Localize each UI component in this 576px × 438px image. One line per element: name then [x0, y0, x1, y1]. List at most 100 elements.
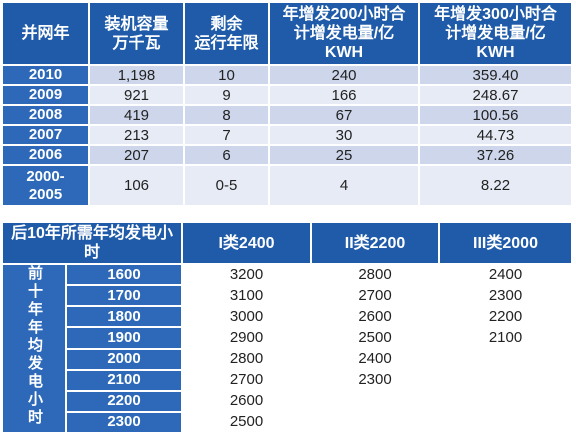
gen-300h-cell: 37.26	[420, 146, 571, 164]
table-row: 1700 3100 2700 2300	[3, 286, 571, 306]
class-3-cell: 2400	[440, 265, 571, 285]
class-2-cell: 2700	[312, 286, 438, 306]
class-3-cell: 2100	[440, 328, 571, 348]
header-class-2: II类2200	[312, 223, 438, 263]
remaining-years-cell: 0-5	[185, 166, 268, 205]
grid-year-text: 2007	[28, 126, 63, 143]
header-line: 计增发电量/亿	[445, 25, 546, 42]
row-group-label: 前十年年均发电小时	[3, 265, 65, 432]
header-line: KWH	[476, 44, 515, 61]
header-line: 并网年	[21, 25, 70, 42]
table-row: 2200 2600	[3, 391, 571, 411]
grid-year-cell: 2009	[3, 86, 88, 104]
table-row: 1900 2900 2500 2100	[3, 328, 571, 348]
table-row: 2010 1,198 10 240 359.40	[3, 66, 571, 84]
class-2-cell: 2600	[312, 307, 438, 327]
header-line: 年增发200小时合	[282, 6, 406, 23]
class-1-cell: 3000	[183, 307, 310, 327]
gen-200h-cell: 30	[270, 126, 418, 144]
gen-200h-cell: 67	[270, 106, 418, 124]
class-1-cell: 3100	[183, 286, 310, 306]
gen-200h-cell: 240	[270, 66, 418, 84]
empty-cell	[440, 349, 571, 369]
header-gen-200h: 年增发200小时合 计增发电量/亿 KWH	[270, 3, 418, 64]
header-line: 剩余	[210, 15, 243, 33]
table-row: 2007 213 7 30 44.73	[3, 126, 571, 144]
gen-200h-cell: 25	[270, 146, 418, 164]
grid-year-text: 2008	[28, 106, 63, 123]
remaining-years-cell: 10	[185, 66, 268, 84]
class-1-cell: 2700	[183, 370, 310, 390]
gen-300h-cell: 44.73	[420, 126, 571, 144]
header-gen-300h: 年增发300小时合 计增发电量/亿 KWH	[420, 3, 571, 64]
capacity-cell: 1,198	[90, 66, 183, 84]
hours-cell: 2300	[67, 412, 181, 432]
remaining-years-cell: 8	[185, 106, 268, 124]
class-1-cell: 2600	[183, 391, 310, 411]
row-group-label-text: 前十年年均发电小时	[26, 265, 43, 427]
empty-cell	[312, 391, 438, 411]
table-header-row: 并网年 装机容量 万千瓦 剩余 运行年限 年增发200小时合 计增发电量/亿 K…	[3, 3, 571, 64]
capacity-cell: 106	[90, 166, 183, 205]
table-row: 前十年年均发电小时 1600 3200 2800 2400	[3, 265, 571, 432]
header-line: 运行年限	[194, 34, 259, 52]
capacity-cell: 213	[90, 126, 183, 144]
grid-year-text: 2009	[28, 86, 63, 103]
hours-cell: 1600	[67, 265, 181, 285]
grid-year-cell: 2000- 2005	[3, 166, 88, 205]
capacity-cell: 207	[90, 146, 183, 164]
hours-cell: 1800	[67, 307, 181, 327]
class-3-cell: 2200	[440, 307, 571, 327]
header-required-hours: 后10年所需年均发电小 时	[3, 223, 181, 263]
table-row: 2008 419 8 67 100.56	[3, 106, 571, 124]
grid-year-cell: 2010	[3, 66, 88, 84]
remaining-years-cell: 9	[185, 86, 268, 104]
gen-300h-cell: 248.67	[420, 86, 571, 104]
class-3-cell: 2300	[440, 286, 571, 306]
header-line: 年增发300小时合	[434, 6, 557, 23]
header-grid-year: 并网年	[3, 3, 88, 64]
class-1-cell: 2900	[183, 328, 310, 348]
header-line: 后10年所需年均发电小	[11, 225, 173, 242]
table-header-row: 后10年所需年均发电小 时 I类2400 II类2200 III类2000	[3, 223, 571, 263]
grid-year-text: 2010	[28, 66, 63, 83]
class-1-cell: 2500	[183, 412, 310, 432]
header-line: 时	[83, 244, 100, 261]
table-row: 2300 2500	[3, 412, 571, 432]
header-line: 装机容量	[104, 15, 169, 33]
class-2-cell: 2500	[312, 328, 438, 348]
hours-cell: 2200	[67, 391, 181, 411]
remaining-years-cell: 7	[185, 126, 268, 144]
table-row: 1800 3000 2600 2200	[3, 307, 571, 327]
capacity-cell: 419	[90, 106, 183, 124]
table-row: 2000 2800 2400	[3, 349, 571, 369]
hours-cell: 1900	[67, 328, 181, 348]
header-capacity: 装机容量 万千瓦	[90, 3, 183, 64]
class-2-cell: 2800	[312, 265, 438, 285]
empty-cell	[312, 412, 438, 432]
gen-300h-cell: 359.40	[420, 66, 571, 84]
grid-year-text: 2005	[28, 185, 63, 203]
header-class-1: I类2400	[183, 223, 310, 263]
empty-cell	[440, 412, 571, 432]
gen-200h-cell: 4	[270, 166, 418, 205]
hours-cell: 2000	[67, 349, 181, 369]
generation-hours-table: 后10年所需年均发电小 时 I类2400 II类2200 III类2000 前十…	[1, 221, 573, 434]
hours-cell: 2100	[67, 370, 181, 390]
remaining-years-cell: 6	[185, 146, 268, 164]
gen-300h-cell: 100.56	[420, 106, 571, 124]
grid-year-cell: 2006	[3, 146, 88, 164]
header-class-3: III类2000	[440, 223, 571, 263]
header-line: 万千瓦	[112, 34, 161, 52]
header-line: 计增发电量/亿	[293, 25, 395, 42]
gen-200h-cell: 166	[270, 86, 418, 104]
grid-year-cell: 2008	[3, 106, 88, 124]
table-row: 2006 207 6 25 37.26	[3, 146, 571, 164]
gen-300h-cell: 8.22	[420, 166, 571, 205]
table-row: 2009 921 9 166 248.67	[3, 86, 571, 104]
capacity-cell: 921	[90, 86, 183, 104]
class-1-cell: 2800	[183, 349, 310, 369]
class-1-cell: 3200	[183, 265, 310, 285]
header-remaining-years: 剩余 运行年限	[185, 3, 268, 64]
empty-cell	[440, 391, 571, 411]
